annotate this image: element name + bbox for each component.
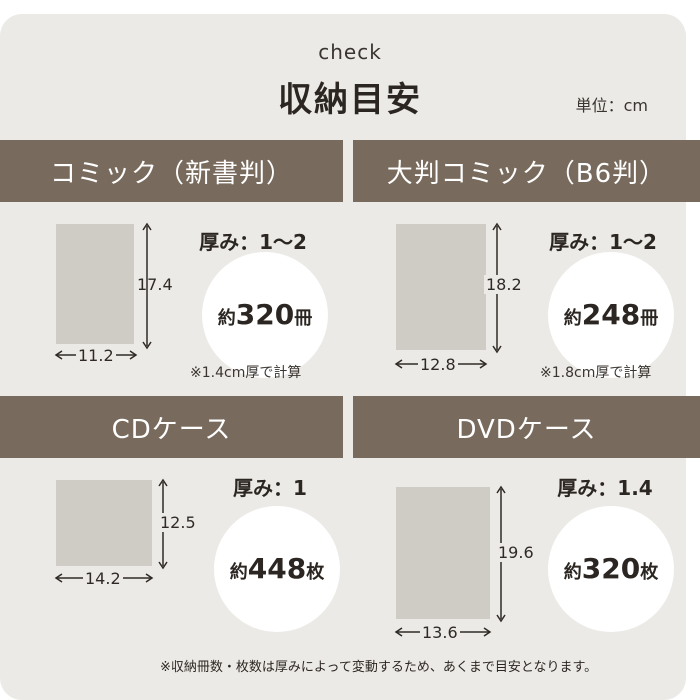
- capacity-circle: 約 320 枚: [548, 506, 674, 632]
- thickness-label: 厚み：1: [233, 476, 307, 500]
- height-value: 18.2: [484, 275, 524, 294]
- capacity-prefix: 約: [563, 308, 582, 329]
- capacity-count: 448: [247, 552, 307, 585]
- large-comic-shape: [396, 224, 486, 350]
- width-value: 14.2: [83, 569, 123, 588]
- capacity-count: 320: [235, 298, 295, 331]
- comic-book-shape: [56, 224, 134, 344]
- capacity-count: 248: [581, 298, 641, 331]
- capacity-prefix: 約: [563, 562, 582, 583]
- section-band-dvd: DVDケース: [353, 396, 700, 458]
- capacity-suffix: 枚: [640, 562, 659, 583]
- capacity-prefix: 約: [217, 308, 236, 329]
- capacity-circle: 約 320 冊: [202, 252, 328, 378]
- capacity-suffix: 冊: [640, 308, 659, 329]
- capacity-count: 320: [581, 552, 641, 585]
- dvd-case-shape: [396, 487, 490, 619]
- calc-note: ※1.4cm厚で計算: [190, 365, 302, 381]
- width-value: 11.2: [76, 346, 116, 365]
- height-value: 12.5: [158, 513, 198, 532]
- thickness-label: 厚み：1〜2: [549, 230, 657, 254]
- capacity-prefix: 約: [229, 562, 248, 583]
- capacity-circle: 約 248 冊: [548, 252, 674, 378]
- cd-case-shape: [56, 480, 152, 566]
- height-value: 17.4: [137, 275, 173, 294]
- footnote: ※収納冊数・枚数は厚みによって変動するため、あくまで目安となります。: [160, 660, 598, 675]
- thickness-label: 厚み：1.4: [557, 476, 653, 500]
- unit-label: 単位：cm: [575, 96, 648, 115]
- section-band-comic: コミック（新書判）: [0, 140, 343, 202]
- capacity-circle: 約 448 枚: [214, 506, 340, 632]
- width-value: 13.6: [420, 623, 460, 642]
- section-band-cd: CDケース: [0, 396, 343, 458]
- eyebrow-text: check: [318, 40, 382, 64]
- height-value: 19.6: [496, 543, 536, 562]
- calc-note: ※1.8cm厚で計算: [540, 365, 652, 381]
- page-title: 収納目安: [278, 80, 422, 120]
- section-title: コミック（新書判）: [49, 158, 293, 189]
- thickness-label: 厚み：1〜2: [199, 230, 307, 254]
- section-band-large-comic: 大判コミック（B6判）: [353, 140, 700, 202]
- section-title: 大判コミック（B6判）: [386, 158, 667, 189]
- capacity-suffix: 枚: [306, 562, 325, 583]
- width-value: 12.8: [418, 355, 458, 374]
- section-title: DVDケース: [456, 414, 597, 445]
- capacity-suffix: 冊: [294, 308, 313, 329]
- height-arrow-icon: [142, 222, 152, 350]
- section-title: CDケース: [111, 414, 232, 445]
